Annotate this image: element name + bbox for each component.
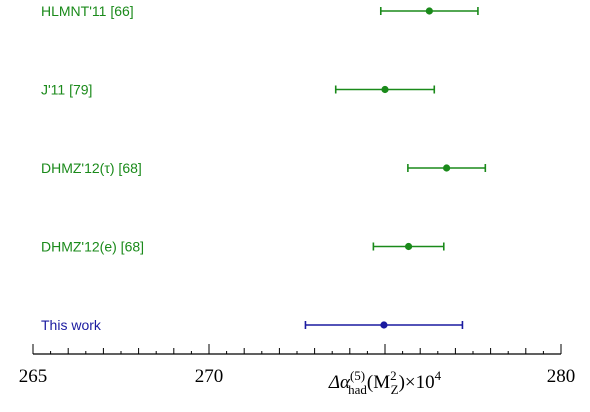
data-row: HLMNT'11 [66]: [41, 3, 479, 19]
data-point: [380, 321, 388, 329]
data-point: [404, 242, 413, 251]
data-point: [381, 85, 389, 94]
x-axis-title-subscript: had: [348, 382, 367, 397]
series-label: HLMNT'11 [66]: [41, 3, 134, 19]
x-axis-title: Δα(5) had(M2 Z)×104: [328, 368, 442, 397]
x-axis-title-argument-subscript: Z: [391, 382, 399, 397]
data-rows: HLMNT'11 [66] J'11 [79] DHMZ'12(τ) [68] DHM…: [41, 3, 487, 333]
x-axis-title-superscript: (5): [350, 368, 365, 383]
series-label: This work: [41, 317, 102, 333]
x-tick-label: 265: [19, 366, 48, 387]
x-tick-label: 280: [547, 366, 576, 387]
data-row: DHMZ'12(e) [68]: [41, 239, 445, 255]
series-label: J'11 [79]: [41, 82, 92, 98]
data-point: [443, 164, 451, 172]
x-axis-ticks: 265 270 280: [19, 344, 576, 387]
data-row: J'11 [79]: [41, 82, 436, 98]
x-axis-title-argument-open: (M: [367, 372, 390, 393]
x-axis-title-prefix: Δα: [328, 372, 351, 393]
series-label: DHMZ'12(e) [68]: [41, 239, 144, 255]
x-axis-title-argument-close: )×10: [399, 372, 435, 393]
series-label: DHMZ'12(τ) [68]: [41, 160, 142, 176]
data-row: This work: [41, 317, 464, 333]
data-point: [425, 7, 433, 15]
data-row: DHMZ'12(τ) [68]: [41, 160, 487, 176]
x-axis-title-power: 4: [435, 368, 442, 383]
x-tick-label: 270: [195, 366, 224, 387]
x-axis-title-argument-superscript: 2: [390, 368, 397, 383]
